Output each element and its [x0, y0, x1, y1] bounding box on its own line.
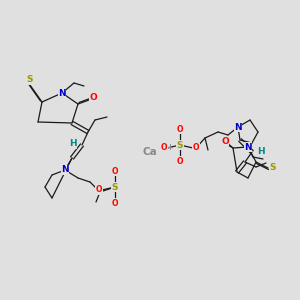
Text: O: O: [112, 199, 118, 208]
Text: H: H: [257, 146, 265, 155]
Text: N: N: [244, 142, 252, 152]
Text: O: O: [221, 136, 229, 146]
Text: S: S: [27, 76, 33, 85]
Text: O: O: [89, 92, 97, 101]
Text: O: O: [177, 124, 183, 134]
Text: N: N: [234, 122, 242, 131]
Text: S: S: [177, 140, 183, 149]
Text: ++: ++: [161, 143, 173, 152]
Text: S: S: [112, 182, 118, 191]
Text: H: H: [69, 140, 77, 148]
Text: O: O: [161, 143, 167, 152]
Text: O: O: [112, 167, 118, 176]
Text: N: N: [58, 88, 66, 98]
Text: N: N: [61, 166, 69, 175]
Text: O: O: [193, 143, 199, 152]
Text: Ca: Ca: [142, 147, 158, 157]
Text: S: S: [270, 164, 276, 172]
Text: O: O: [96, 185, 102, 194]
Text: O: O: [177, 157, 183, 166]
